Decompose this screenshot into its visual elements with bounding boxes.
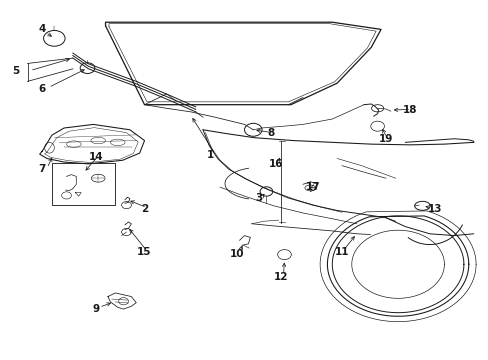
- Text: 18: 18: [402, 105, 417, 115]
- Text: 14: 14: [88, 152, 103, 162]
- Text: 10: 10: [229, 248, 244, 258]
- Text: 4: 4: [39, 24, 46, 35]
- Text: 2: 2: [141, 204, 148, 214]
- Text: 12: 12: [273, 272, 288, 282]
- Text: 16: 16: [268, 159, 283, 169]
- Text: 3: 3: [255, 193, 262, 203]
- Text: 15: 15: [137, 247, 151, 257]
- Text: 19: 19: [378, 134, 392, 144]
- Text: 1: 1: [206, 150, 214, 160]
- Text: 6: 6: [39, 84, 46, 94]
- Text: 17: 17: [305, 182, 320, 192]
- Text: 5: 5: [13, 66, 20, 76]
- Text: 7: 7: [39, 164, 46, 174]
- Text: 13: 13: [427, 204, 441, 214]
- Text: 9: 9: [92, 304, 99, 314]
- Bar: [52, 163, 115, 205]
- Text: 11: 11: [334, 247, 348, 257]
- Text: 8: 8: [267, 129, 274, 138]
